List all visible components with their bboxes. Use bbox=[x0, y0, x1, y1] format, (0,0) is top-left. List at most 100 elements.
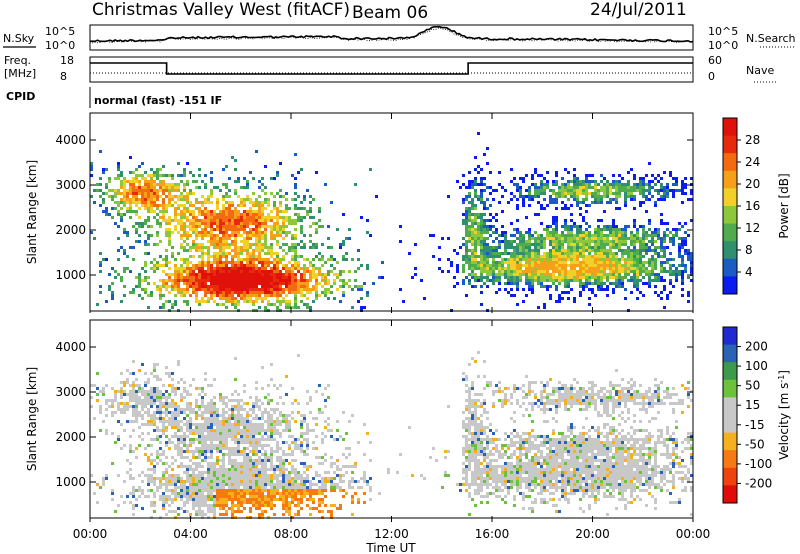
echo-cell bbox=[243, 498, 246, 501]
echo-cell bbox=[582, 261, 585, 264]
echo-cell bbox=[168, 375, 171, 378]
echo-cell bbox=[129, 192, 132, 195]
echo-cell bbox=[564, 237, 567, 240]
echo-cell bbox=[240, 468, 243, 471]
echo-cell bbox=[477, 264, 480, 267]
echo-cell bbox=[312, 288, 315, 291]
echo-cell bbox=[369, 168, 372, 171]
echo-cell bbox=[453, 249, 456, 252]
echo-cell bbox=[642, 225, 645, 228]
echo-cell bbox=[609, 270, 612, 273]
echo-cell bbox=[549, 201, 552, 204]
echo-cell bbox=[333, 282, 336, 285]
echo-cell bbox=[555, 183, 558, 186]
echo-cell bbox=[471, 225, 474, 228]
echo-cell bbox=[123, 252, 126, 255]
echo-cell bbox=[213, 510, 216, 513]
echo-cell bbox=[210, 480, 213, 483]
echo-cell bbox=[201, 504, 204, 507]
echo-cell bbox=[591, 240, 594, 243]
echo-cell bbox=[213, 276, 216, 279]
echo-cell bbox=[129, 393, 132, 396]
echo-cell bbox=[162, 429, 165, 432]
echo-cell bbox=[210, 423, 213, 426]
echo-cell bbox=[675, 270, 678, 273]
echo-cell bbox=[165, 498, 168, 501]
echo-cell bbox=[204, 429, 207, 432]
echo-cell bbox=[219, 492, 222, 495]
echo-cell bbox=[189, 219, 192, 222]
echo-cell bbox=[279, 261, 282, 264]
echo-cell bbox=[222, 303, 225, 306]
echo-cell bbox=[597, 252, 600, 255]
echo-cell bbox=[225, 288, 228, 291]
echo-cell bbox=[237, 267, 240, 270]
echo-cell bbox=[174, 390, 177, 393]
echo-cell bbox=[192, 504, 195, 507]
echo-cell bbox=[300, 294, 303, 297]
echo-cell bbox=[231, 483, 234, 486]
echo-cell bbox=[150, 474, 153, 477]
echo-cell bbox=[516, 252, 519, 255]
echo-cell bbox=[465, 225, 468, 228]
echo-cell bbox=[672, 270, 675, 273]
echo-cell bbox=[672, 264, 675, 267]
echo-cell bbox=[216, 258, 219, 261]
echo-cell bbox=[558, 243, 561, 246]
echo-cell bbox=[210, 426, 213, 429]
echo-cell bbox=[243, 267, 246, 270]
echo-cell bbox=[171, 414, 174, 417]
echo-cell bbox=[315, 273, 318, 276]
echo-cell bbox=[324, 261, 327, 264]
echo-cell bbox=[165, 183, 168, 186]
echo-cell bbox=[192, 273, 195, 276]
echo-cell bbox=[198, 285, 201, 288]
echo-cell bbox=[168, 183, 171, 186]
echo-cell bbox=[147, 210, 150, 213]
echo-cell bbox=[291, 243, 294, 246]
echo-cell bbox=[204, 378, 207, 381]
echo-cell bbox=[555, 252, 558, 255]
echo-cell bbox=[237, 450, 240, 453]
echo-cell bbox=[111, 402, 114, 405]
echo-cell bbox=[240, 225, 243, 228]
echo-cell bbox=[291, 288, 294, 291]
echo-cell bbox=[561, 234, 564, 237]
echo-cell bbox=[117, 408, 120, 411]
echo-cell bbox=[255, 300, 258, 303]
echo-cell bbox=[489, 213, 492, 216]
echo-cell bbox=[243, 246, 246, 249]
echo-cell bbox=[312, 258, 315, 261]
echo-cell bbox=[249, 213, 252, 216]
echo-cell bbox=[486, 264, 489, 267]
echo-cell bbox=[600, 249, 603, 252]
echo-cell bbox=[600, 201, 603, 204]
echo-cell bbox=[111, 267, 114, 270]
echo-cell bbox=[276, 276, 279, 279]
echo-cell bbox=[231, 453, 234, 456]
echo-cell bbox=[522, 273, 525, 276]
echo-cell bbox=[201, 282, 204, 285]
echo-cell bbox=[456, 264, 459, 267]
echo-cell bbox=[210, 276, 213, 279]
echo-cell bbox=[462, 255, 465, 258]
echo-cell bbox=[339, 300, 342, 303]
echo-cell bbox=[606, 288, 609, 291]
echo-cell bbox=[126, 369, 129, 372]
echo-cell bbox=[294, 246, 297, 249]
echo-cell bbox=[333, 258, 336, 261]
echo-cell bbox=[225, 210, 228, 213]
echo-cell bbox=[531, 288, 534, 291]
echo-cell bbox=[597, 270, 600, 273]
echo-cell bbox=[681, 237, 684, 240]
echo-cell bbox=[480, 213, 483, 216]
echo-cell bbox=[123, 408, 126, 411]
echo-cell bbox=[321, 276, 324, 279]
echo-cell bbox=[180, 498, 183, 501]
echo-cell bbox=[540, 240, 543, 243]
echo-cell bbox=[171, 480, 174, 483]
echo-cell bbox=[228, 462, 231, 465]
echo-cell bbox=[108, 213, 111, 216]
echo-cell bbox=[132, 489, 135, 492]
echo-cell bbox=[276, 270, 279, 273]
